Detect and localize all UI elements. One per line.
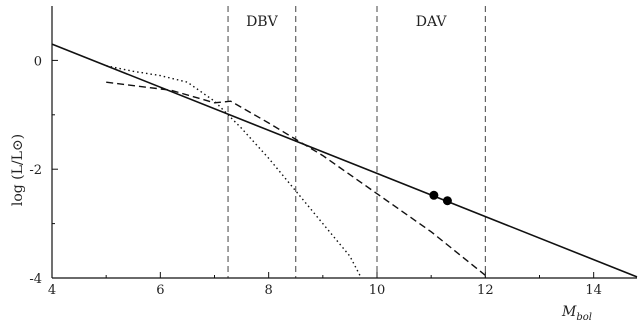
x-tick-label-12: 12 xyxy=(477,283,494,298)
y-axis-label: log (L/L⊙) xyxy=(10,134,26,206)
y-tick-label--4: -4 xyxy=(29,272,42,287)
x-tick-label-8: 8 xyxy=(265,283,273,298)
y-tick-label-0: 0 xyxy=(34,54,42,69)
x-axis-label-sub: bol xyxy=(576,312,592,323)
y-tick-label--2: -2 xyxy=(29,163,42,178)
region-label-dbv: DBV xyxy=(246,14,279,30)
data-points xyxy=(429,190,452,206)
x-tick-label-10: 10 xyxy=(369,283,386,298)
chart-text: DBV DAV 4 6 8 10 12 14 0 -2 -4 xyxy=(29,14,602,298)
x-tick-label-6: 6 xyxy=(156,283,164,298)
x-axis-label-main: M xyxy=(561,304,577,320)
data-point-2 xyxy=(442,196,452,206)
x-tick-label-14: 14 xyxy=(585,283,602,298)
series-line-solid xyxy=(51,43,638,278)
x-tick-label-4: 4 xyxy=(48,283,56,298)
axes xyxy=(51,6,637,279)
series-lines xyxy=(51,43,638,278)
series-line-dashed xyxy=(106,81,486,276)
x-axis-label: Mbol xyxy=(561,304,592,323)
region-label-dav: DAV xyxy=(416,14,448,30)
region-lines xyxy=(227,6,486,278)
data-point-1 xyxy=(429,190,439,200)
series-line-dotted xyxy=(106,65,362,278)
